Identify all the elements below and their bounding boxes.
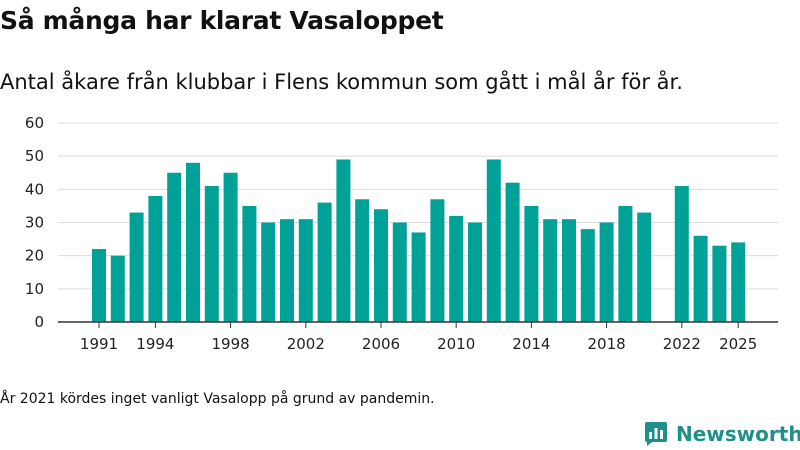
y-tick-label: 30	[25, 214, 44, 232]
bar	[637, 212, 652, 322]
bar	[674, 186, 689, 322]
bar	[524, 205, 539, 322]
bar	[468, 222, 482, 322]
bar	[505, 182, 520, 322]
footnote: År 2021 kördes inget vanligt Vasalopp på…	[0, 391, 435, 407]
bar	[129, 212, 144, 322]
bar-chart: 0 10 20 30 40 50 60 1991 1994 1998 2002 2006 2010 201…	[25, 114, 778, 353]
brand-logo: Newsworthy	[644, 420, 800, 448]
bar	[355, 199, 370, 322]
bar	[430, 199, 445, 322]
x-tick-label: 1991	[80, 335, 118, 353]
bar	[543, 219, 558, 322]
x-tick-label: 2006	[362, 335, 400, 353]
bar	[242, 205, 257, 322]
bar	[148, 195, 163, 322]
bar	[92, 249, 106, 322]
bar	[618, 205, 633, 322]
bar	[336, 159, 351, 322]
bar	[317, 202, 332, 322]
bar	[411, 232, 426, 322]
bar	[486, 159, 501, 322]
bar	[204, 186, 219, 322]
bar	[186, 162, 200, 322]
chart-title: Så många har klarat Vasaloppet	[0, 6, 444, 35]
bar	[261, 222, 276, 322]
bar	[298, 219, 313, 322]
y-tick-label: 10	[25, 280, 44, 298]
x-tick-label: 2022	[663, 335, 701, 353]
bar	[731, 242, 746, 322]
x-tick-label: 1994	[136, 335, 174, 353]
y-tick-label: 20	[25, 247, 44, 265]
x-tick-label: 1998	[212, 335, 250, 353]
y-tick-label: 60	[25, 114, 44, 132]
bar	[374, 209, 388, 322]
chart-subtitle: Antal åkare från klubbar i Flens kommun …	[0, 70, 683, 94]
y-tick-label: 50	[25, 147, 44, 165]
bar	[712, 245, 727, 322]
bar	[693, 235, 708, 322]
bar	[562, 219, 576, 322]
x-tick-label: 2010	[437, 335, 475, 353]
bar	[110, 255, 125, 322]
x-tick-label: 2002	[287, 335, 325, 353]
bar	[167, 172, 182, 322]
x-tick-label: 2014	[512, 335, 550, 353]
brand-name: Newsworthy	[676, 422, 800, 446]
x-tick-label: 2018	[588, 335, 626, 353]
y-tick-label: 0	[34, 313, 44, 331]
bar	[223, 172, 238, 322]
bar	[392, 222, 407, 322]
newsworthy-logo-icon	[645, 422, 667, 446]
y-tick-label: 40	[25, 180, 44, 198]
bar	[580, 229, 595, 322]
bar	[449, 215, 464, 322]
bar	[599, 222, 614, 322]
bar	[280, 219, 294, 322]
x-tick-label: 2025	[719, 335, 757, 353]
